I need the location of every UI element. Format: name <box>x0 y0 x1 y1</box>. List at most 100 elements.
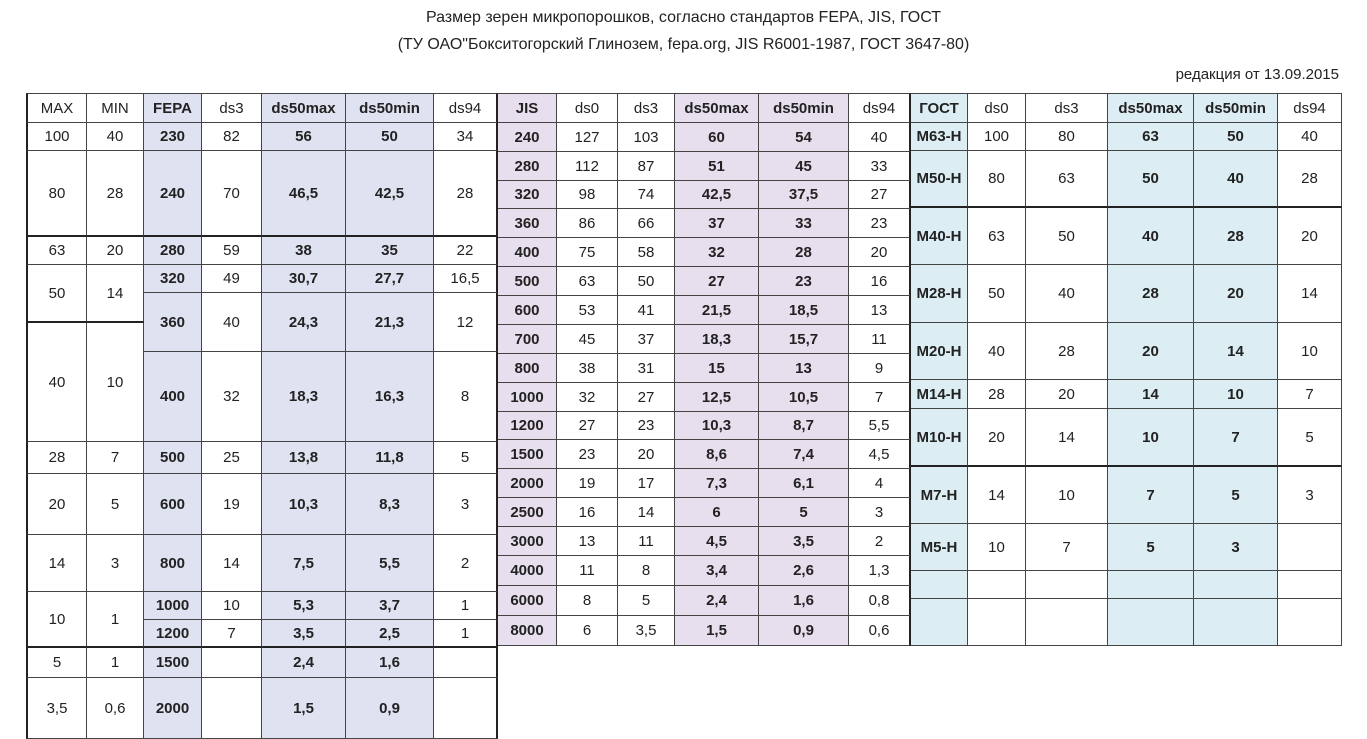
gost-ds50max: 20 <box>1108 323 1194 380</box>
jis-ds94: 0,6 <box>849 616 911 646</box>
fepa-ds94: 1 <box>434 620 498 648</box>
jis-ds50max: 8,6 <box>675 440 759 469</box>
jis-ds0: 6 <box>557 616 618 646</box>
jis-ds0: 38 <box>557 354 618 383</box>
jis-ds50min: 13 <box>759 354 849 383</box>
max-value: 14 <box>26 535 87 592</box>
gost-ds50min: 10 <box>1194 380 1278 409</box>
fepa-ds3: 25 <box>202 442 262 474</box>
gost-ds3: 7 <box>1026 524 1108 571</box>
fepa-ds50min: 0,9 <box>346 678 434 739</box>
jis-ds50min: 33 <box>759 209 849 238</box>
fepa-ds50max: 3,5 <box>262 620 346 648</box>
fepa-ds94: 28 <box>434 151 498 237</box>
header-j-ds3: ds3 <box>618 93 675 123</box>
edition-date: редакция от 13.09.2015 <box>1175 66 1339 83</box>
fepa-ds50min: 35 <box>346 237 434 265</box>
gost-ds94: 40 <box>1278 123 1342 151</box>
fepa-ds3: 40 <box>202 293 262 352</box>
jis-ds0: 63 <box>557 267 618 296</box>
fepa-ds50max: 10,3 <box>262 474 346 535</box>
max-value: 28 <box>26 442 87 474</box>
min-value: 3 <box>87 535 144 592</box>
fepa-ds50min: 5,5 <box>346 535 434 592</box>
gost-ds50max: 63 <box>1108 123 1194 151</box>
fepa-ds50min: 3,7 <box>346 592 434 620</box>
fepa-ds94: 5 <box>434 442 498 474</box>
jis-ds50min: 6,1 <box>759 469 849 498</box>
min-value: 1 <box>87 592 144 648</box>
jis-ds94: 9 <box>849 354 911 383</box>
gost-ds94: 14 <box>1278 265 1342 323</box>
jis-ds50max: 1,5 <box>675 616 759 646</box>
gost-ds0: 20 <box>968 409 1026 467</box>
jis-grit: 8000 <box>498 616 557 646</box>
jis-grit: 2000 <box>498 469 557 498</box>
gost-ds3: 40 <box>1026 265 1108 323</box>
jis-ds50max: 15 <box>675 354 759 383</box>
gost-ds94: 5 <box>1278 409 1342 467</box>
jis-ds3: 103 <box>618 123 675 152</box>
fepa-ds3: 10 <box>202 592 262 620</box>
gost-grit: М63-Н <box>911 123 968 151</box>
fepa-ds94: 2 <box>434 535 498 592</box>
gost-ds3: 80 <box>1026 123 1108 151</box>
gost-empty-cell <box>911 599 968 646</box>
jis-ds0: 23 <box>557 440 618 469</box>
jis-ds50max: 2,4 <box>675 586 759 616</box>
header-g-ds0: ds0 <box>968 93 1026 123</box>
gost-ds94: 10 <box>1278 323 1342 380</box>
fepa-grit: 500 <box>144 442 202 474</box>
jis-ds50max: 37 <box>675 209 759 238</box>
gost-ds3: 28 <box>1026 323 1108 380</box>
jis-ds50max: 4,5 <box>675 527 759 556</box>
jis-ds0: 112 <box>557 152 618 181</box>
gost-ds3: 50 <box>1026 208 1108 265</box>
header-f-ds94: ds94 <box>434 93 498 123</box>
fepa-ds3 <box>202 648 262 678</box>
gost-empty-cell <box>1194 599 1278 646</box>
jis-ds50min: 3,5 <box>759 527 849 556</box>
header-gost: ГОСТ <box>911 93 968 123</box>
gost-ds0: 63 <box>968 208 1026 265</box>
min-value: 14 <box>87 265 144 323</box>
jis-ds0: 98 <box>557 181 618 209</box>
gost-ds0: 28 <box>968 380 1026 409</box>
jis-ds3: 3,5 <box>618 616 675 646</box>
gost-empty-cell <box>911 571 968 599</box>
fepa-ds94: 1 <box>434 592 498 620</box>
fepa-grit: 2000 <box>144 678 202 739</box>
header-g-ds94: ds94 <box>1278 93 1342 123</box>
fepa-ds94: 3 <box>434 474 498 535</box>
jis-ds94: 3 <box>849 498 911 527</box>
min-value: 28 <box>87 151 144 237</box>
jis-grit: 320 <box>498 181 557 209</box>
gost-empty-cell <box>968 599 1026 646</box>
jis-ds94: 13 <box>849 296 911 325</box>
jis-grit: 1200 <box>498 412 557 440</box>
min-value: 40 <box>87 123 144 151</box>
fepa-ds3: 14 <box>202 535 262 592</box>
fepa-ds50min: 21,3 <box>346 293 434 352</box>
gost-ds94: 3 <box>1278 467 1342 524</box>
jis-ds0: 19 <box>557 469 618 498</box>
jis-ds3: 14 <box>618 498 675 527</box>
gost-ds0: 50 <box>968 265 1026 323</box>
fepa-grit: 600 <box>144 474 202 535</box>
jis-ds0: 32 <box>557 383 618 412</box>
gost-empty-cell <box>1108 571 1194 599</box>
gost-grit: М20-Н <box>911 323 968 380</box>
fepa-ds50min: 27,7 <box>346 265 434 293</box>
jis-ds50min: 15,7 <box>759 325 849 354</box>
fepa-ds50max: 5,3 <box>262 592 346 620</box>
gost-ds0: 40 <box>968 323 1026 380</box>
header-f-ds3: ds3 <box>202 93 262 123</box>
max-value: 80 <box>26 151 87 237</box>
min-value: 20 <box>87 237 144 265</box>
gost-ds50min: 7 <box>1194 409 1278 467</box>
jis-ds0: 53 <box>557 296 618 325</box>
fepa-ds50max: 46,5 <box>262 151 346 237</box>
max-value: 40 <box>26 323 87 442</box>
fepa-ds50max: 1,5 <box>262 678 346 739</box>
jis-ds50max: 60 <box>675 123 759 152</box>
